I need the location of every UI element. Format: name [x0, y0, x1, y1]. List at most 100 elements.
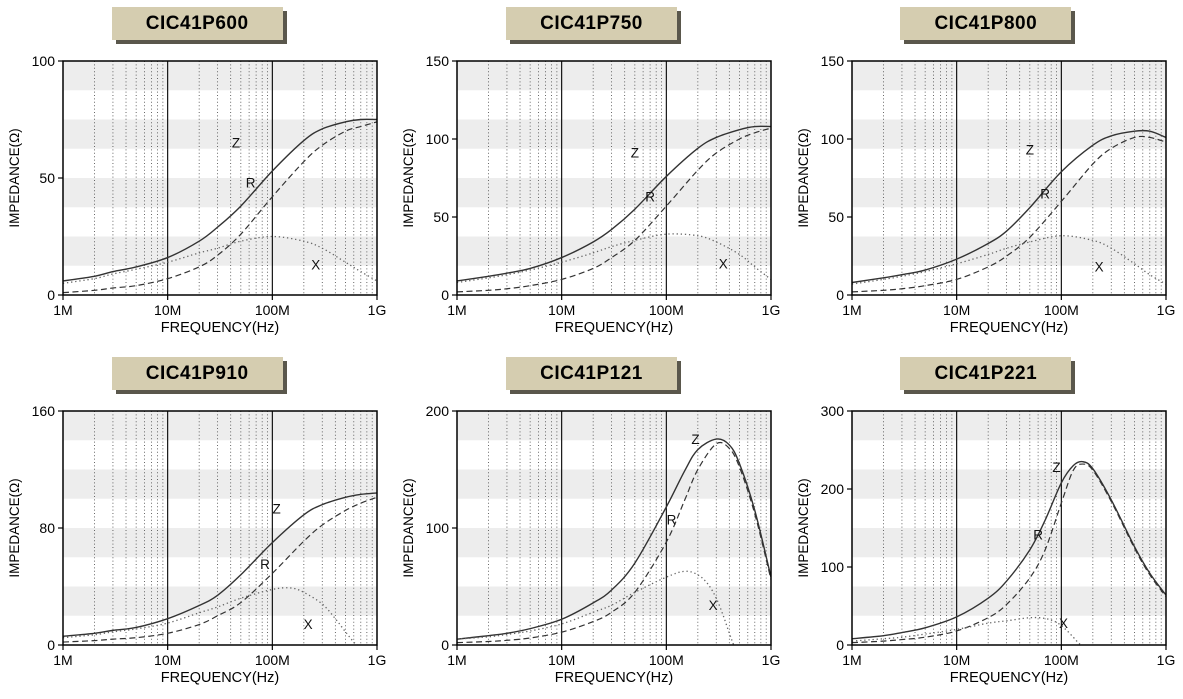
y-tick-label: 50 — [828, 209, 844, 225]
chart-cell-cic41p121: CIC41P121 0 100 200 1M 10M 100M 1G FREQUENCY(Hz… — [394, 350, 788, 699]
curve-R — [851, 462, 1166, 643]
x-axis-label: FREQUENCY(Hz) — [161, 320, 279, 336]
y-tick-label: 0 — [442, 287, 450, 303]
chart-title-box: CIC41P121 — [506, 356, 677, 390]
x-tick-label: 10M — [154, 652, 181, 668]
chart-title: CIC41P221 — [934, 362, 1038, 384]
chart-cell-cic41p800: CIC41P800 0 50 100 150 1M 10M 100M 1G FREQUENCY(… — [789, 0, 1183, 350]
chart-title: CIC41P600 — [145, 13, 249, 34]
plot-frame — [851, 60, 1167, 296]
chart-title-box: CIC41P221 — [900, 356, 1072, 390]
chart-cell-cic41p221: CIC41P221 0 100 200 300 1M 10M 100M 1G FREQUENCY… — [789, 350, 1183, 699]
curve-label-Z: Z — [1052, 459, 1060, 474]
x-tick-label: 100M — [1044, 652, 1079, 668]
y-tick-label: 0 — [836, 287, 844, 303]
curve-Z — [851, 460, 1166, 639]
y-tick-label: 150 — [426, 53, 450, 69]
x-tick-label: 1M — [53, 652, 72, 668]
y-axis-label: IMPEDANCE(Ω) — [7, 478, 22, 577]
curve-label-Z: Z — [1026, 143, 1034, 158]
curve-label-R: R — [1033, 527, 1043, 542]
chart-svg: 0 50 100 150 1M 10M 100M 1G FREQUENCY(Hz) IMPEDAN… — [401, 53, 780, 336]
curve-R — [457, 127, 772, 293]
y-axis-label: IMPEDANCE(Ω) — [796, 128, 811, 227]
curve-R — [457, 441, 772, 643]
curve-R — [63, 121, 378, 294]
curve-label-R: R — [667, 512, 677, 527]
background-bands — [457, 61, 772, 266]
curve-label-Z: Z — [273, 501, 281, 516]
curves-group — [457, 125, 772, 293]
x-tick-label: 10M — [154, 302, 181, 318]
curve-Z — [63, 491, 378, 637]
curve-label-R: R — [260, 556, 270, 571]
x-tick-label: 10M — [549, 302, 576, 318]
background-bands — [63, 410, 378, 616]
curves-group — [63, 491, 378, 645]
x-tick-label: 100M — [649, 652, 684, 668]
y-tick-label: 100 — [820, 558, 844, 574]
curve-R — [851, 135, 1166, 293]
curve-Z — [851, 129, 1166, 284]
chart-title: CIC41P910 — [145, 362, 249, 384]
curve-label-R: R — [1040, 186, 1050, 201]
impedance-plot: 0 50 100 150 1M 10M 100M 1G FREQUENCY(Hz) IMPEDAN… — [399, 49, 783, 341]
curve-label-X: X — [304, 616, 313, 631]
curve-label-X: X — [709, 597, 718, 612]
curves-group — [457, 437, 772, 645]
y-tick-label: 0 — [47, 636, 55, 652]
y-tick-label: 100 — [820, 131, 844, 147]
impedance-plot: 0 50 100 1M 10M 100M 1G FREQUENCY(Hz) IMPEDANCE(… — [5, 49, 389, 341]
x-tick-label: 1M — [448, 652, 467, 668]
y-tick-label: 80 — [40, 519, 56, 535]
x-axis-label: FREQUENCY(Hz) — [555, 670, 673, 686]
x-tick-label: 1G — [762, 652, 781, 668]
y-axis-label: IMPEDANCE(Ω) — [796, 478, 811, 577]
y-tick-label: 0 — [836, 636, 844, 652]
x-tick-label: 100M — [1044, 302, 1079, 318]
x-tick-label: 100M — [255, 302, 290, 318]
curve-label-X: X — [1095, 260, 1104, 275]
chart-title-box: CIC41P910 — [111, 356, 283, 390]
x-tick-label: 10M — [943, 302, 970, 318]
curve-label-R: R — [646, 189, 656, 204]
chart-title: CIC41P750 — [540, 13, 643, 34]
plot-frame — [456, 60, 773, 296]
x-tick-label: 100M — [649, 302, 684, 318]
curve-label-X: X — [311, 257, 320, 272]
y-tick-label: 150 — [820, 53, 844, 69]
impedance-plot: 0 100 200 300 1M 10M 100M 1G FREQUENCY(Hz) IMPEDA… — [794, 399, 1178, 691]
chart-title-box: CIC41P750 — [506, 7, 677, 40]
x-axis-label: FREQUENCY(Hz) — [950, 320, 1068, 336]
curve-X — [63, 235, 378, 284]
y-tick-label: 300 — [820, 402, 844, 418]
y-tick-label: 200 — [426, 402, 450, 418]
chart-title-box: CIC41P800 — [900, 7, 1072, 40]
curves-group — [63, 118, 378, 294]
x-tick-label: 10M — [549, 652, 576, 668]
curve-label-Z: Z — [631, 146, 639, 161]
curve-R — [63, 496, 378, 643]
y-tick-label: 160 — [32, 402, 56, 418]
y-tick-label: 0 — [442, 636, 450, 652]
x-tick-label: 1M — [842, 302, 861, 318]
chart-cell-cic41p600: CIC41P600 0 50 100 1M 10M 100M 1G FREQUENCY(Hz)… — [0, 0, 394, 350]
curve-Z — [63, 118, 378, 282]
chart-title-box: CIC41P600 — [111, 7, 283, 40]
curve-label-X: X — [719, 256, 728, 271]
x-tick-label: 1G — [1156, 652, 1175, 668]
impedance-plot: 0 100 200 1M 10M 100M 1G FREQUENCY(Hz) IMPEDANCE… — [399, 399, 783, 691]
x-tick-label: 1M — [53, 302, 72, 318]
x-axis-label: FREQUENCY(Hz) — [950, 670, 1068, 686]
plot-frame — [851, 409, 1167, 646]
y-tick-label: 50 — [40, 170, 56, 186]
y-tick-label: 100 — [32, 53, 56, 69]
x-tick-label: 1G — [1156, 302, 1175, 318]
chart-svg: 0 100 200 1M 10M 100M 1G FREQUENCY(Hz) IMPEDANCE… — [401, 402, 781, 686]
chart-svg: 0 50 100 150 1M 10M 100M 1G FREQUENCY(Hz) IMPEDAN… — [796, 53, 1175, 336]
y-tick-label: 50 — [434, 209, 450, 225]
impedance-plot: 0 80 160 1M 10M 100M 1G FREQUENCY(Hz) IMPEDANCE(… — [5, 399, 389, 691]
chart-svg: 0 100 200 300 1M 10M 100M 1G FREQUENCY(Hz) IMPEDA… — [796, 402, 1175, 686]
